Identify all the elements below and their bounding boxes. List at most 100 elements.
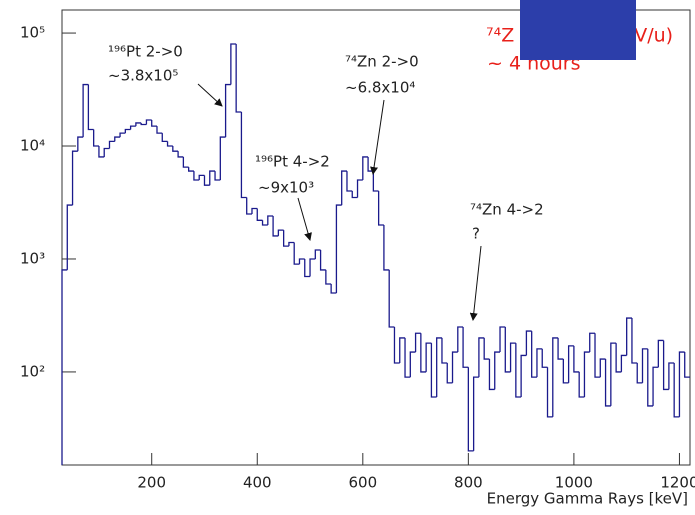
histogram-step (177, 151, 184, 158)
histogram-step (267, 215, 274, 225)
histogram-step (388, 269, 395, 328)
histogram-step (488, 359, 495, 391)
histogram-step (304, 258, 311, 278)
histogram-step (203, 175, 210, 186)
histogram-step (578, 371, 585, 398)
histogram-step (372, 171, 379, 192)
histogram-step (457, 326, 464, 353)
histogram-step (478, 337, 485, 378)
x-tick-label: 1200 (660, 474, 695, 492)
annotation: ⁷⁴Zn 4->2 (470, 201, 544, 219)
histogram-step (335, 204, 342, 293)
histogram-step (589, 332, 596, 353)
annotation: ¹⁹⁶Pt 4->2 (255, 153, 330, 171)
histogram-step (430, 343, 437, 398)
histogram-step (209, 170, 216, 186)
histogram-step (504, 326, 511, 373)
histogram-step (604, 359, 611, 407)
histogram-step (362, 156, 369, 181)
histogram-step (404, 337, 411, 378)
histogram-step (531, 331, 537, 378)
histogram-step (325, 269, 332, 285)
histogram-step (420, 333, 427, 373)
histogram-step (98, 146, 105, 158)
histogram-step (451, 351, 458, 383)
arrow (197, 83, 223, 107)
histogram-step (351, 190, 358, 199)
histogram-step (293, 242, 300, 265)
x-tick-label: 1000 (555, 474, 593, 492)
x-tick-label: 200 (137, 474, 166, 492)
histogram-step (626, 317, 632, 356)
histogram-step (467, 367, 474, 452)
arrow (297, 197, 312, 241)
histogram-step (594, 333, 601, 378)
histogram-step (346, 171, 353, 192)
histogram-step (446, 362, 453, 384)
histogram-step (494, 351, 501, 390)
histogram-step (151, 119, 157, 127)
histogram-step (145, 119, 152, 125)
histogram-step (77, 136, 84, 152)
histogram-step (610, 342, 617, 406)
histogram-step (224, 83, 231, 138)
histogram-step (161, 133, 168, 142)
histogram-step (652, 366, 659, 406)
histogram-step (472, 376, 479, 451)
histogram-step (87, 84, 94, 131)
histogram-step (341, 170, 347, 206)
annotation-note: ~9x10³ (258, 179, 314, 197)
histogram-step (71, 150, 78, 206)
redaction-box (520, 0, 636, 60)
histogram-step (172, 146, 179, 152)
histogram-step (377, 190, 384, 226)
annotation-note: ~3.8x10⁵ (108, 67, 178, 85)
histogram-step (314, 249, 321, 259)
histogram-step (356, 179, 363, 198)
histogram-step (546, 367, 553, 418)
histogram-step (114, 136, 121, 142)
histogram-step (166, 141, 173, 147)
histogram-step (129, 125, 136, 130)
histogram-step (615, 343, 622, 373)
histogram-step (256, 208, 263, 221)
histogram-step (214, 171, 221, 181)
histogram-step (668, 362, 675, 390)
annotation-note: ~6.8x10⁴ (345, 79, 415, 97)
histogram-step (383, 224, 390, 271)
histogram-step (557, 337, 564, 360)
histogram-step (441, 337, 448, 364)
histogram-step (309, 258, 316, 277)
histogram-step (414, 332, 421, 353)
annotation: ¹⁹⁶Pt 2->0 (108, 43, 183, 61)
histogram-step (509, 342, 516, 372)
histogram-step (515, 343, 522, 398)
histogram-step (409, 351, 416, 378)
x-tick-label: 400 (243, 474, 272, 492)
histogram-step (620, 354, 627, 372)
arrow (370, 99, 385, 175)
histogram-step (436, 337, 442, 397)
histogram-step (124, 128, 131, 134)
histogram-step (193, 171, 200, 181)
histogram-step (367, 156, 374, 172)
histogram-step (462, 326, 469, 368)
histogram-step (541, 348, 548, 368)
histogram-step (230, 43, 237, 85)
histogram-step (298, 258, 305, 265)
histogram-step (583, 351, 590, 397)
histogram-step (641, 348, 648, 383)
histogram-step (156, 126, 163, 134)
y-tick-label: 10³ (20, 249, 45, 267)
histogram-step (288, 241, 295, 247)
histogram-step (562, 359, 569, 384)
histogram-step (61, 269, 68, 465)
histogram-step (198, 174, 205, 181)
histogram-step (520, 354, 527, 397)
histogram-step (182, 156, 189, 168)
histogram-step (188, 167, 194, 172)
x-tick-label: 600 (348, 474, 377, 492)
y-tick-label: 10⁴ (20, 137, 45, 155)
histogram-step (499, 326, 506, 353)
